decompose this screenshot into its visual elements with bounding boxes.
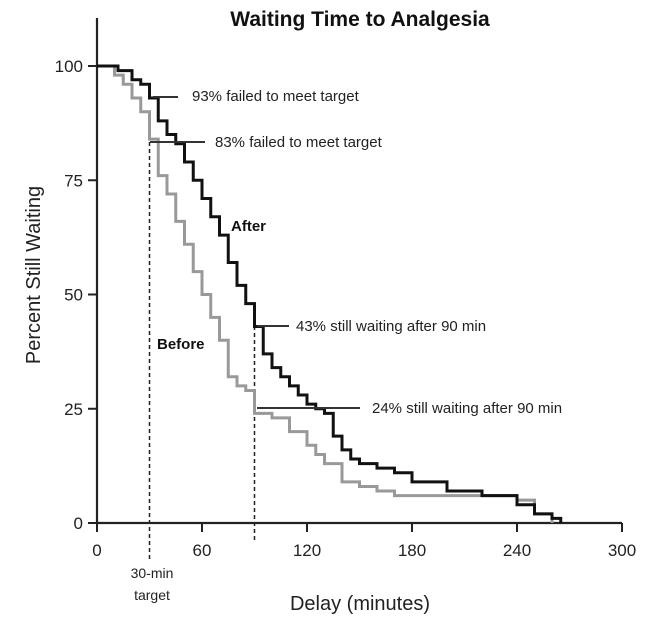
y-axis-label: Percent Still Waiting <box>23 186 45 364</box>
x-tick-label: 240 <box>503 541 531 560</box>
y-tick-label: 75 <box>64 171 83 190</box>
target-label-line1: 30-min <box>131 565 174 581</box>
target-label-line2: target <box>134 587 170 603</box>
x-tick-label: 300 <box>608 541 636 560</box>
chart-title: Waiting Time to Analgesia <box>230 8 490 31</box>
x-axis-label: Delay (minutes) <box>290 593 430 615</box>
annotation-93: 93% failed to meet target <box>192 88 360 105</box>
x-ticks: 0 60 120 180 240 300 <box>92 523 636 560</box>
annotation-24: 24% still waiting after 90 min <box>372 400 562 417</box>
annotation-43: 43% still waiting after 90 min <box>296 318 486 335</box>
y-tick-label: 100 <box>55 57 83 76</box>
x-tick-label: 60 <box>193 541 212 560</box>
x-tick-label: 120 <box>293 541 321 560</box>
series-label-before: Before <box>157 336 205 353</box>
y-ticks: 0 25 50 75 100 <box>55 57 97 533</box>
y-tick-label: 0 <box>74 514 83 533</box>
series-label-after: After <box>231 218 266 235</box>
series-after-line <box>97 64 563 523</box>
x-tick-label: 0 <box>92 541 101 560</box>
annotation-83: 83% failed to meet target <box>215 134 383 151</box>
y-tick-label: 50 <box>64 286 83 305</box>
x-tick-label: 180 <box>398 541 426 560</box>
series-before-line <box>97 64 554 523</box>
y-tick-label: 25 <box>64 400 83 419</box>
